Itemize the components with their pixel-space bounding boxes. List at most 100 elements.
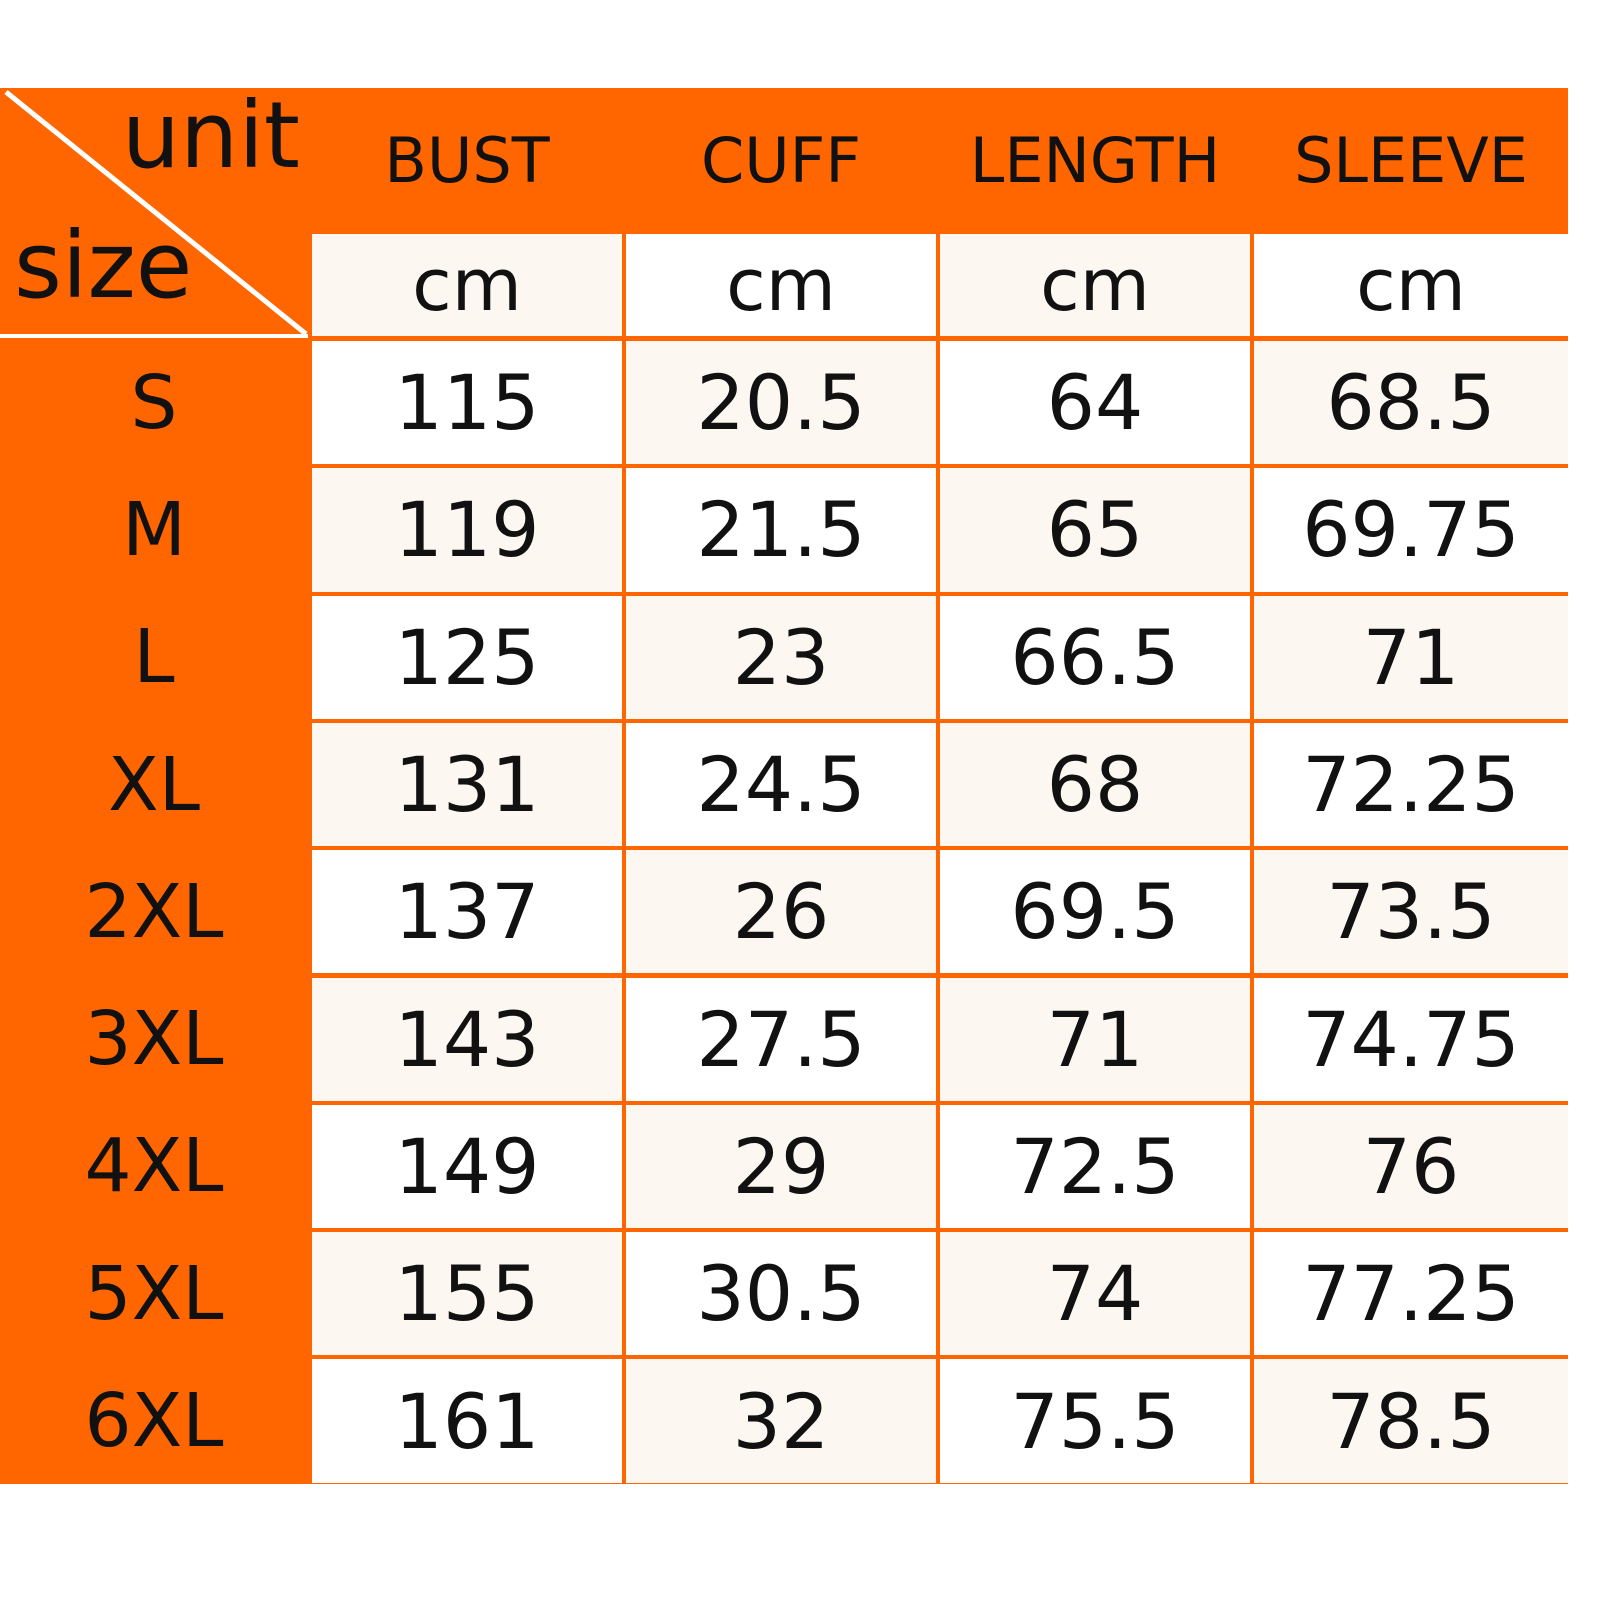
column-header-cuff: CUFF <box>626 88 936 232</box>
value-cell: 68 <box>940 722 1250 847</box>
unit-cell-text: cm <box>1040 243 1150 327</box>
value-cell: 29 <box>626 1104 936 1229</box>
value-cell-text: 27.5 <box>696 994 866 1084</box>
size-label-xl-text: XL <box>108 741 200 828</box>
value-cell-text: 68.5 <box>1326 358 1496 448</box>
column-header-cuff-text: CUFF <box>701 123 861 197</box>
unit-cell-text: cm <box>726 243 836 327</box>
value-cell: 26 <box>626 850 936 974</box>
unit-cell: cm <box>1254 234 1568 336</box>
value-cell-text: 23 <box>732 612 830 702</box>
size-label-s: S <box>0 341 308 465</box>
corner-unit-label: unit <box>121 88 300 189</box>
unit-cell: cm <box>312 234 622 336</box>
unit-cell-text: cm <box>412 243 522 327</box>
size-label-2xl: 2XL <box>0 850 308 974</box>
value-cell-text: 64 <box>1046 358 1144 448</box>
value-cell-text: 155 <box>394 1249 540 1339</box>
value-cell: 65 <box>940 468 1250 592</box>
value-cell: 131 <box>312 722 622 847</box>
size-label-5xl: 5XL <box>0 1232 308 1356</box>
value-cell: 119 <box>312 468 622 592</box>
size-label-5xl-text: 5XL <box>84 1250 224 1337</box>
value-cell: 115 <box>312 341 622 465</box>
value-cell-text: 29 <box>732 1121 830 1211</box>
value-cell-text: 137 <box>394 867 540 957</box>
value-cell: 24.5 <box>626 722 936 847</box>
value-cell-text: 115 <box>394 358 540 448</box>
size-label-6xl-text: 6XL <box>84 1378 224 1465</box>
value-cell-text: 78.5 <box>1326 1376 1496 1466</box>
value-cell: 71 <box>1254 595 1568 719</box>
value-cell: 30.5 <box>626 1232 936 1356</box>
value-cell-text: 32 <box>732 1376 830 1466</box>
value-cell-text: 71 <box>1362 612 1460 702</box>
size-label-4xl: 4XL <box>0 1104 308 1229</box>
value-cell: 27.5 <box>626 977 936 1101</box>
value-cell-text: 76 <box>1362 1121 1460 1211</box>
value-cell-text: 69.5 <box>1010 867 1180 957</box>
value-cell-text: 77.25 <box>1302 1249 1520 1339</box>
size-label-l: L <box>0 595 308 719</box>
value-cell-text: 65 <box>1046 485 1144 575</box>
diagonal-divider <box>4 90 308 336</box>
value-cell: 68.5 <box>1254 341 1568 465</box>
size-label-l-text: L <box>133 614 175 701</box>
value-cell: 32 <box>626 1359 936 1483</box>
value-cell: 76 <box>1254 1104 1568 1229</box>
value-cell: 72.25 <box>1254 722 1568 847</box>
value-cell: 125 <box>312 595 622 719</box>
value-cell: 69.75 <box>1254 468 1568 592</box>
value-cell-text: 71 <box>1046 994 1144 1084</box>
value-cell: 69.5 <box>940 850 1250 974</box>
value-cell-text: 74 <box>1046 1249 1144 1339</box>
value-cell: 155 <box>312 1232 622 1356</box>
unit-cell: cm <box>940 234 1250 336</box>
value-cell-text: 20.5 <box>696 358 866 448</box>
value-cell-text: 30.5 <box>696 1249 866 1339</box>
value-cell-text: 66.5 <box>1010 612 1180 702</box>
value-cell: 66.5 <box>940 595 1250 719</box>
value-cell-text: 161 <box>394 1376 540 1466</box>
value-cell-text: 69.75 <box>1302 485 1520 575</box>
value-cell-text: 75.5 <box>1010 1376 1180 1466</box>
size-label-3xl: 3XL <box>0 977 308 1101</box>
value-cell: 72.5 <box>940 1104 1250 1229</box>
value-cell-text: 24.5 <box>696 740 866 830</box>
size-label-m: M <box>0 468 308 592</box>
size-label-3xl-text: 3XL <box>84 996 224 1083</box>
value-cell: 161 <box>312 1359 622 1483</box>
column-header-length: LENGTH <box>940 88 1250 232</box>
value-cell: 75.5 <box>940 1359 1250 1483</box>
value-cell: 71 <box>940 977 1250 1101</box>
corner-size-label: size <box>14 212 193 319</box>
value-cell-text: 143 <box>394 994 540 1084</box>
column-header-bust-text: BUST <box>384 123 550 197</box>
size-chart-table: unit size BUST cm CUFF cm LENGTH cm SLEEVE cm S 1… <box>0 88 1568 1484</box>
size-label-6xl: 6XL <box>0 1359 308 1483</box>
size-label-2xl-text: 2XL <box>84 868 224 955</box>
value-cell-text: 125 <box>394 612 540 702</box>
column-header-bust: BUST <box>312 88 622 232</box>
value-cell: 149 <box>312 1104 622 1229</box>
value-cell-text: 72.25 <box>1302 740 1520 830</box>
value-cell-text: 72.5 <box>1010 1121 1180 1211</box>
value-cell: 73.5 <box>1254 850 1568 974</box>
value-cell-text: 68 <box>1046 740 1144 830</box>
divider <box>0 334 308 338</box>
value-cell: 143 <box>312 977 622 1101</box>
corner-header-cell: unit size <box>0 88 308 336</box>
unit-cell: cm <box>626 234 936 336</box>
value-cell: 74.75 <box>1254 977 1568 1101</box>
unit-cell-text: cm <box>1356 243 1466 327</box>
value-cell-text: 26 <box>732 867 830 957</box>
value-cell-text: 119 <box>394 485 540 575</box>
value-cell: 64 <box>940 341 1250 465</box>
value-cell: 74 <box>940 1232 1250 1356</box>
value-cell-text: 149 <box>394 1121 540 1211</box>
value-cell-text: 21.5 <box>696 485 866 575</box>
column-header-sleeve: SLEEVE <box>1254 88 1568 232</box>
value-cell: 78.5 <box>1254 1359 1568 1483</box>
value-cell: 20.5 <box>626 341 936 465</box>
value-cell: 21.5 <box>626 468 936 592</box>
